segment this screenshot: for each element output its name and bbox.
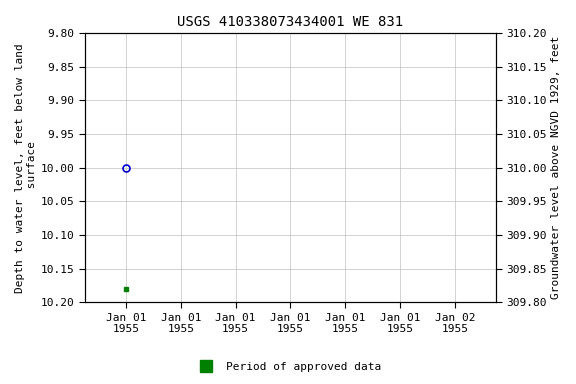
Y-axis label: Depth to water level, feet below land
 surface: Depth to water level, feet below land su… — [15, 43, 37, 293]
Legend: Period of approved data: Period of approved data — [191, 358, 385, 377]
Title: USGS 410338073434001 WE 831: USGS 410338073434001 WE 831 — [177, 15, 403, 29]
Y-axis label: Groundwater level above NGVD 1929, feet: Groundwater level above NGVD 1929, feet — [551, 36, 561, 299]
